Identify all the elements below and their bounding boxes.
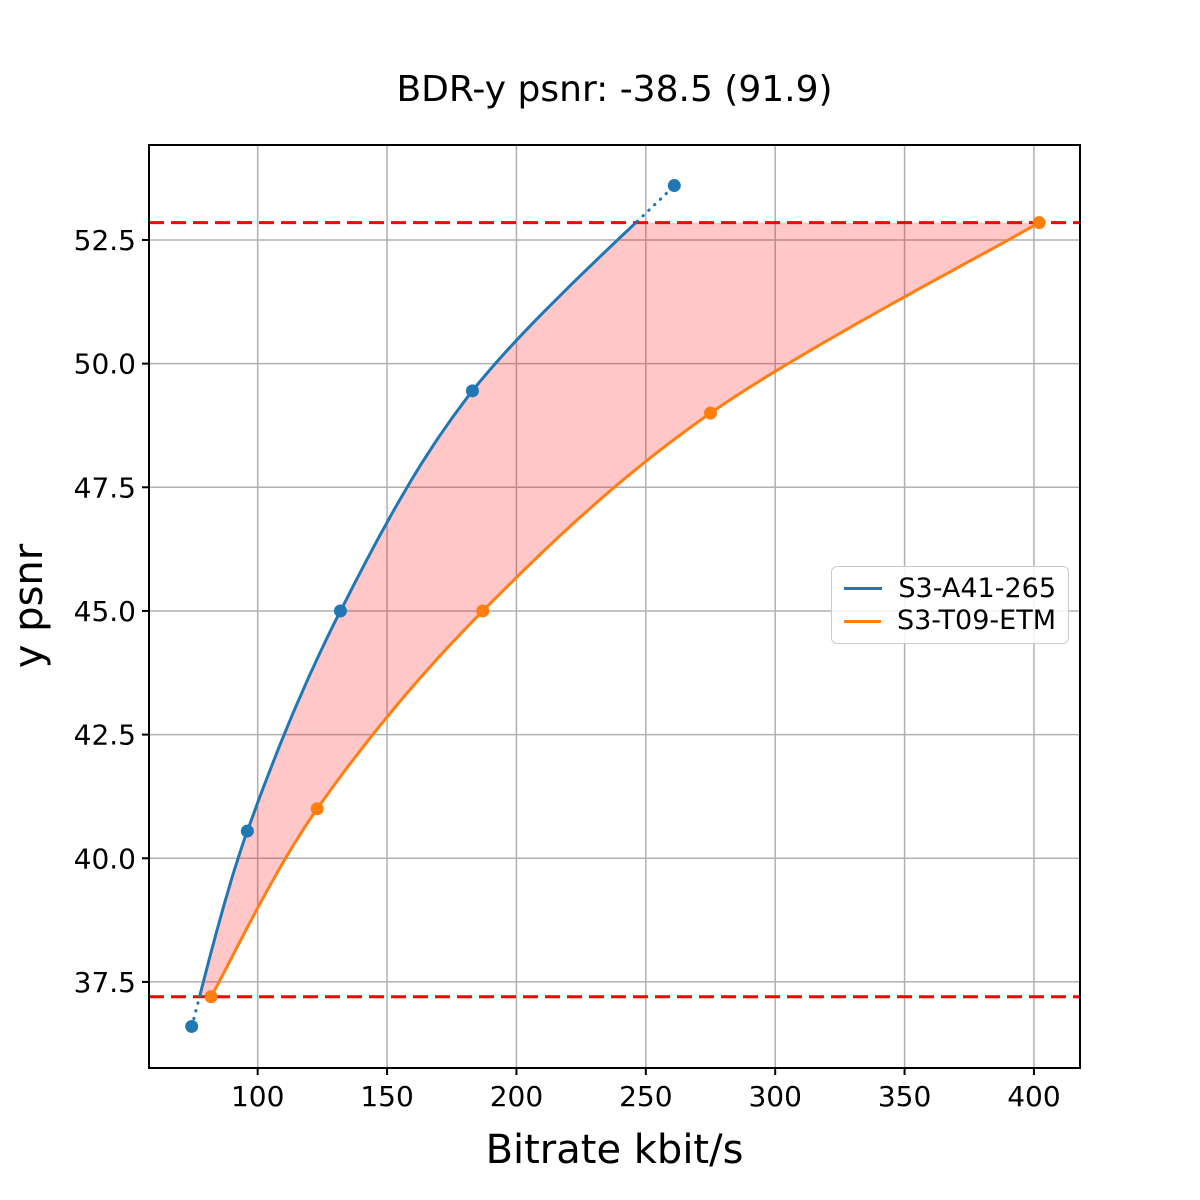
data-point-S3-A41-265 xyxy=(185,1019,199,1033)
y-tick-label: 50.0 xyxy=(74,348,136,381)
data-point-S3-T09-ETM xyxy=(204,990,218,1004)
x-tick-label: 400 xyxy=(1007,1080,1060,1113)
x-tick-label: 300 xyxy=(748,1080,801,1113)
data-point-S3-T09-ETM xyxy=(703,406,717,420)
legend-item-s3-t09-etm: S3-T09-ETM xyxy=(844,606,1056,636)
y-tick-label: 45.0 xyxy=(74,595,136,628)
data-point-S3-A41-265 xyxy=(240,824,254,838)
x-tick-label: 350 xyxy=(878,1080,931,1113)
y-tick-label: 40.0 xyxy=(74,842,136,875)
y-tick-label: 47.5 xyxy=(74,471,136,504)
legend-item-s3-a41-265: S3-A41-265 xyxy=(844,572,1056,604)
legend-label-s3-t09-etm: S3-T09-ETM xyxy=(896,605,1056,637)
data-point-S3-A41-265 xyxy=(465,384,479,398)
data-point-S3-T09-ETM xyxy=(1032,216,1046,230)
legend-line-sample-orange xyxy=(844,619,881,623)
bd-shaded-region xyxy=(199,222,1040,997)
data-point-S3-A41-265 xyxy=(333,604,347,618)
legend: S3-A41-265 S3-T09-ETM xyxy=(831,566,1069,644)
y-tick-label: 37.5 xyxy=(74,966,136,999)
x-tick-label: 100 xyxy=(231,1080,284,1113)
legend-label-s3-a41-265: S3-A41-265 xyxy=(898,572,1056,604)
x-axis-label: Bitrate kbit/s xyxy=(485,1127,744,1173)
y-tick-label: 42.5 xyxy=(74,719,136,752)
y-tick-label: 52.5 xyxy=(74,224,136,257)
x-tick-label: 150 xyxy=(360,1080,413,1113)
legend-line-sample-blue xyxy=(844,587,883,591)
data-point-S3-T09-ETM xyxy=(476,604,490,618)
data-point-S3-A41-265 xyxy=(667,179,681,193)
chart-title: BDR-y psnr: -38.5 (91.9) xyxy=(396,69,833,110)
data-point-S3-T09-ETM xyxy=(310,802,324,816)
x-tick-label: 200 xyxy=(490,1080,543,1113)
axes-spines xyxy=(148,144,1081,1069)
x-tick-label: 250 xyxy=(619,1080,672,1113)
